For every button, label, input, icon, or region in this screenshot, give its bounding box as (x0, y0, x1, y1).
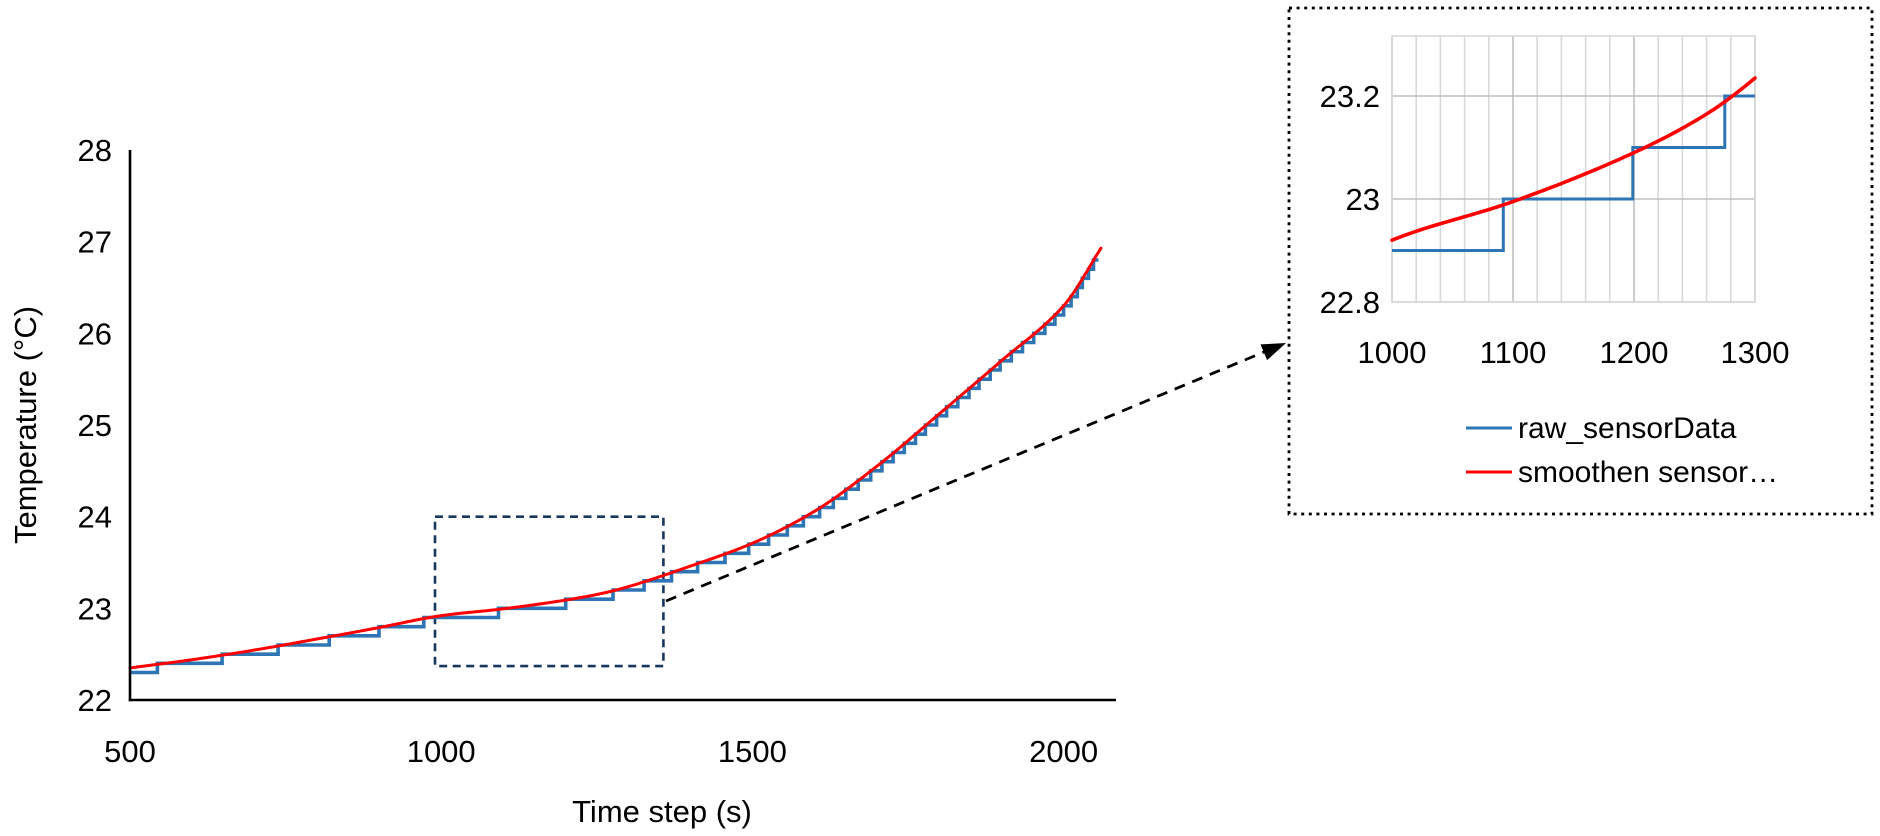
main-tick-labels: 22 23 24 25 26 27 28 500 1000 1500 2000 (78, 133, 1099, 769)
zoom-annotations (433, 343, 1286, 668)
main-x-axis-title: Time step (s) (572, 794, 752, 829)
raw-sensor-data-line (130, 258, 1099, 675)
main-chart: 22 23 24 25 26 27 28 500 1000 1500 2000 Time step … (8, 133, 1286, 829)
main-y-tick-label: 25 (78, 408, 112, 443)
main-x-tick-label: 1000 (407, 734, 476, 769)
inset-smoothen-sensor-data-line (1390, 76, 1757, 242)
inset-x-tick-label: 1300 (1721, 335, 1790, 370)
inset-y-tick-label: 22.8 (1320, 285, 1380, 320)
inset-chart: 22.8 23 23.2 1000 1100 1200 1300 raw_sensorDat… (1287, 6, 1874, 516)
main-x-tick-label: 1500 (718, 734, 787, 769)
main-y-axis-title: Temperature (°C) (8, 306, 43, 544)
inset-legend: raw_sensorData smoothen sensor… (1466, 412, 1778, 489)
inset-gridlines (1391, 35, 1756, 303)
legend-label-raw: raw_sensorData (1518, 412, 1737, 445)
inset-y-tick-label: 23.2 (1320, 79, 1380, 114)
zoom-arrow-line (665, 350, 1265, 603)
zoom-arrow-head (1260, 343, 1286, 361)
legend-label-smooth: smoothen sensor… (1518, 456, 1778, 489)
main-y-tick-label: 23 (78, 591, 112, 626)
zoom-selection-box (433, 515, 665, 668)
main-y-tick-label: 24 (78, 500, 112, 535)
inset-series (1390, 76, 1757, 252)
inset-tick-labels: 22.8 23 23.2 1000 1100 1200 1300 (1320, 79, 1790, 370)
inset-dashed-border-rect (1287, 6, 1874, 516)
smoothen-sensor-data-line (128, 246, 1103, 670)
inset-dashed-border (1287, 6, 1874, 516)
main-y-tick-label: 22 (78, 683, 112, 718)
main-x-tick-label: 500 (104, 734, 156, 769)
main-y-tick-label: 28 (78, 133, 112, 168)
main-y-tick-label: 26 (78, 316, 112, 351)
inset-y-tick-label: 23 (1346, 182, 1380, 217)
main-series (128, 246, 1103, 675)
main-x-tick-label: 2000 (1029, 734, 1098, 769)
inset-x-tick-label: 1000 (1358, 335, 1427, 370)
inset-raw-sensor-data-line (1392, 94, 1755, 252)
main-axes (128, 150, 1116, 702)
inset-x-tick-label: 1200 (1600, 335, 1669, 370)
inset-plot-border (1391, 35, 1756, 303)
main-y-tick-label: 27 (78, 225, 112, 260)
inset-x-tick-label: 1100 (1480, 335, 1547, 370)
